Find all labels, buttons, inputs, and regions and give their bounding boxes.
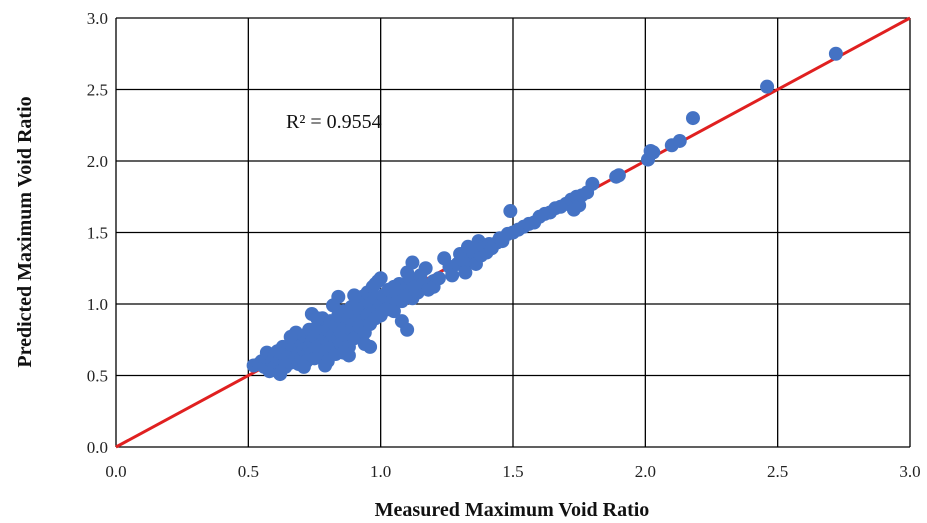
data-point: [394, 314, 409, 329]
y-tick-label: 1.0: [87, 295, 108, 314]
data-point: [828, 46, 843, 61]
x-tick-label: 0.5: [238, 462, 259, 481]
data-point: [646, 145, 661, 160]
data-point: [503, 204, 518, 219]
x-tick-label: 0.0: [105, 462, 126, 481]
data-point: [585, 176, 600, 191]
data-point: [611, 168, 626, 183]
data-point: [336, 345, 351, 360]
data-point: [431, 271, 446, 286]
data-point: [386, 279, 401, 294]
data-point: [445, 268, 460, 283]
data-point: [273, 367, 288, 382]
data-point: [310, 311, 325, 326]
data-point: [326, 298, 341, 313]
x-axis-title: Measured Maximum Void Ratio: [375, 499, 650, 521]
r-squared-annotation: R² = 0.9554: [286, 111, 382, 133]
y-axis-title: Predicted Maximum Void Ratio: [14, 96, 36, 367]
data-point: [357, 337, 372, 352]
data-point: [760, 79, 775, 94]
data-point: [405, 255, 420, 270]
x-tick-label: 1.0: [370, 462, 391, 481]
y-tick-label: 3.0: [87, 9, 108, 28]
x-tick-label: 3.0: [899, 462, 920, 481]
data-point: [685, 111, 700, 126]
y-tick-label: 2.5: [87, 81, 108, 100]
data-points: [246, 46, 843, 382]
data-point: [318, 358, 333, 373]
data-point: [347, 331, 362, 346]
data-point: [458, 265, 473, 280]
y-tick-label: 0.5: [87, 367, 108, 386]
data-point: [296, 359, 311, 374]
data-point: [368, 276, 383, 291]
y-tick-label: 1.5: [87, 224, 108, 243]
data-point: [418, 261, 433, 276]
y-axis-ticks: 0.0 0.5 1.0 1.5 2.0 2.5 3.0: [87, 9, 108, 457]
data-point: [347, 288, 362, 303]
x-tick-label: 2.5: [767, 462, 788, 481]
x-tick-label: 1.5: [502, 462, 523, 481]
data-point: [378, 302, 393, 317]
y-tick-label: 2.0: [87, 152, 108, 171]
x-tick-label: 2.0: [635, 462, 656, 481]
data-point: [672, 133, 687, 148]
data-point: [283, 329, 298, 344]
x-axis-ticks: 0.0 0.5 1.0 1.5 2.0 2.5 3.0: [105, 462, 920, 481]
y-tick-label: 0.0: [87, 438, 108, 457]
